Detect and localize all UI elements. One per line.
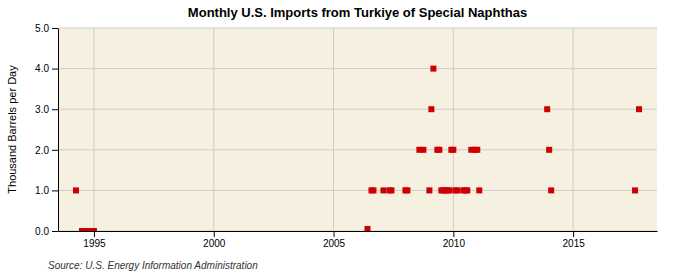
points [73, 66, 642, 231]
point [464, 187, 470, 193]
grid-line-x [93, 28, 94, 231]
grid-line-x [213, 28, 214, 231]
plot: 1995 2000 2005 2010 2015 0.0 1.0 2.0 3.0 4.0 5.0 [35, 23, 657, 249]
y-tick-label: 1.0 [35, 185, 49, 196]
point [544, 106, 550, 112]
x-tick-mark [573, 231, 574, 237]
point [436, 147, 442, 153]
x-tick: 2015 [563, 231, 586, 249]
y-tick-mark [52, 231, 58, 232]
y-axis: 0.0 1.0 2.0 3.0 4.0 5.0 [35, 23, 58, 237]
point [404, 187, 410, 193]
y-tick-label: 0.0 [35, 226, 49, 237]
x-tick-label: 2005 [323, 238, 346, 249]
y-tick: 1.0 [35, 185, 58, 196]
point [73, 187, 79, 193]
y-tick-mark [52, 69, 58, 70]
y-tick: 3.0 [35, 104, 58, 115]
point [420, 147, 426, 153]
grid-line-y [58, 190, 657, 191]
grid-line-y [58, 149, 657, 150]
y-tick-mark [52, 190, 58, 191]
annotation: Source: U.S. Energy Information Administ… [48, 260, 258, 271]
x-tick-label: 2015 [563, 238, 586, 249]
title: Monthly U.S. Imports from Turkiye of Spe… [188, 5, 527, 20]
x-tick: 2010 [443, 231, 466, 249]
x-tick-label: 1995 [83, 238, 106, 249]
x-tick: 2005 [323, 231, 346, 249]
y-tick-label: 2.0 [35, 145, 49, 156]
point [91, 228, 97, 231]
grid-line-y [58, 28, 657, 29]
y-tick: 4.0 [35, 63, 58, 74]
plot-background [58, 28, 657, 231]
point [450, 147, 456, 153]
y-tick-label: 4.0 [35, 63, 49, 74]
grid-line-y [58, 231, 657, 232]
x-axis-line [59, 231, 658, 232]
point [426, 187, 432, 193]
y-tick-label: 5.0 [35, 23, 49, 34]
x-tick-label: 2010 [443, 238, 466, 249]
x-tick-mark [334, 231, 335, 237]
grid-line-x [453, 28, 454, 231]
point [428, 106, 434, 112]
y-tick-mark [52, 150, 58, 151]
x-axis: 1995 2000 2005 2010 2015 [59, 231, 658, 249]
point [446, 187, 452, 193]
point [388, 187, 394, 193]
y-tick-mark [52, 109, 58, 110]
y-tick-mark [52, 28, 58, 29]
grid-line-y [58, 109, 657, 110]
point [548, 187, 554, 193]
point [636, 106, 642, 112]
x-tick-mark [94, 231, 95, 237]
y-tick: 5.0 [35, 23, 58, 34]
point [430, 66, 436, 72]
point [364, 226, 370, 231]
point [370, 187, 376, 193]
x-tick: 2000 [203, 231, 226, 249]
x-tick-label: 2000 [203, 238, 226, 249]
point [380, 187, 386, 193]
chart: 1995 2000 2005 2010 2015 0.0 1.0 2.0 3.0 4.0 5.0 Mo… [0, 0, 675, 275]
y-tick-label: 3.0 [35, 104, 49, 115]
point [632, 187, 638, 193]
grid-line-y [58, 68, 657, 69]
grid-line-x [573, 28, 574, 231]
y-tick: 0.0 [35, 226, 58, 237]
point [454, 187, 460, 193]
point [476, 187, 482, 193]
x-tick-mark [453, 231, 454, 237]
point [474, 147, 480, 153]
x-tick-mark [214, 231, 215, 237]
y-axis-title: Thousand Barrels per Day [6, 65, 18, 194]
y-tick: 2.0 [35, 145, 58, 156]
grid-line-x [333, 28, 334, 231]
point [546, 147, 552, 153]
x-tick: 1995 [83, 231, 106, 249]
grid [58, 28, 657, 231]
y-axis-line [58, 29, 59, 232]
